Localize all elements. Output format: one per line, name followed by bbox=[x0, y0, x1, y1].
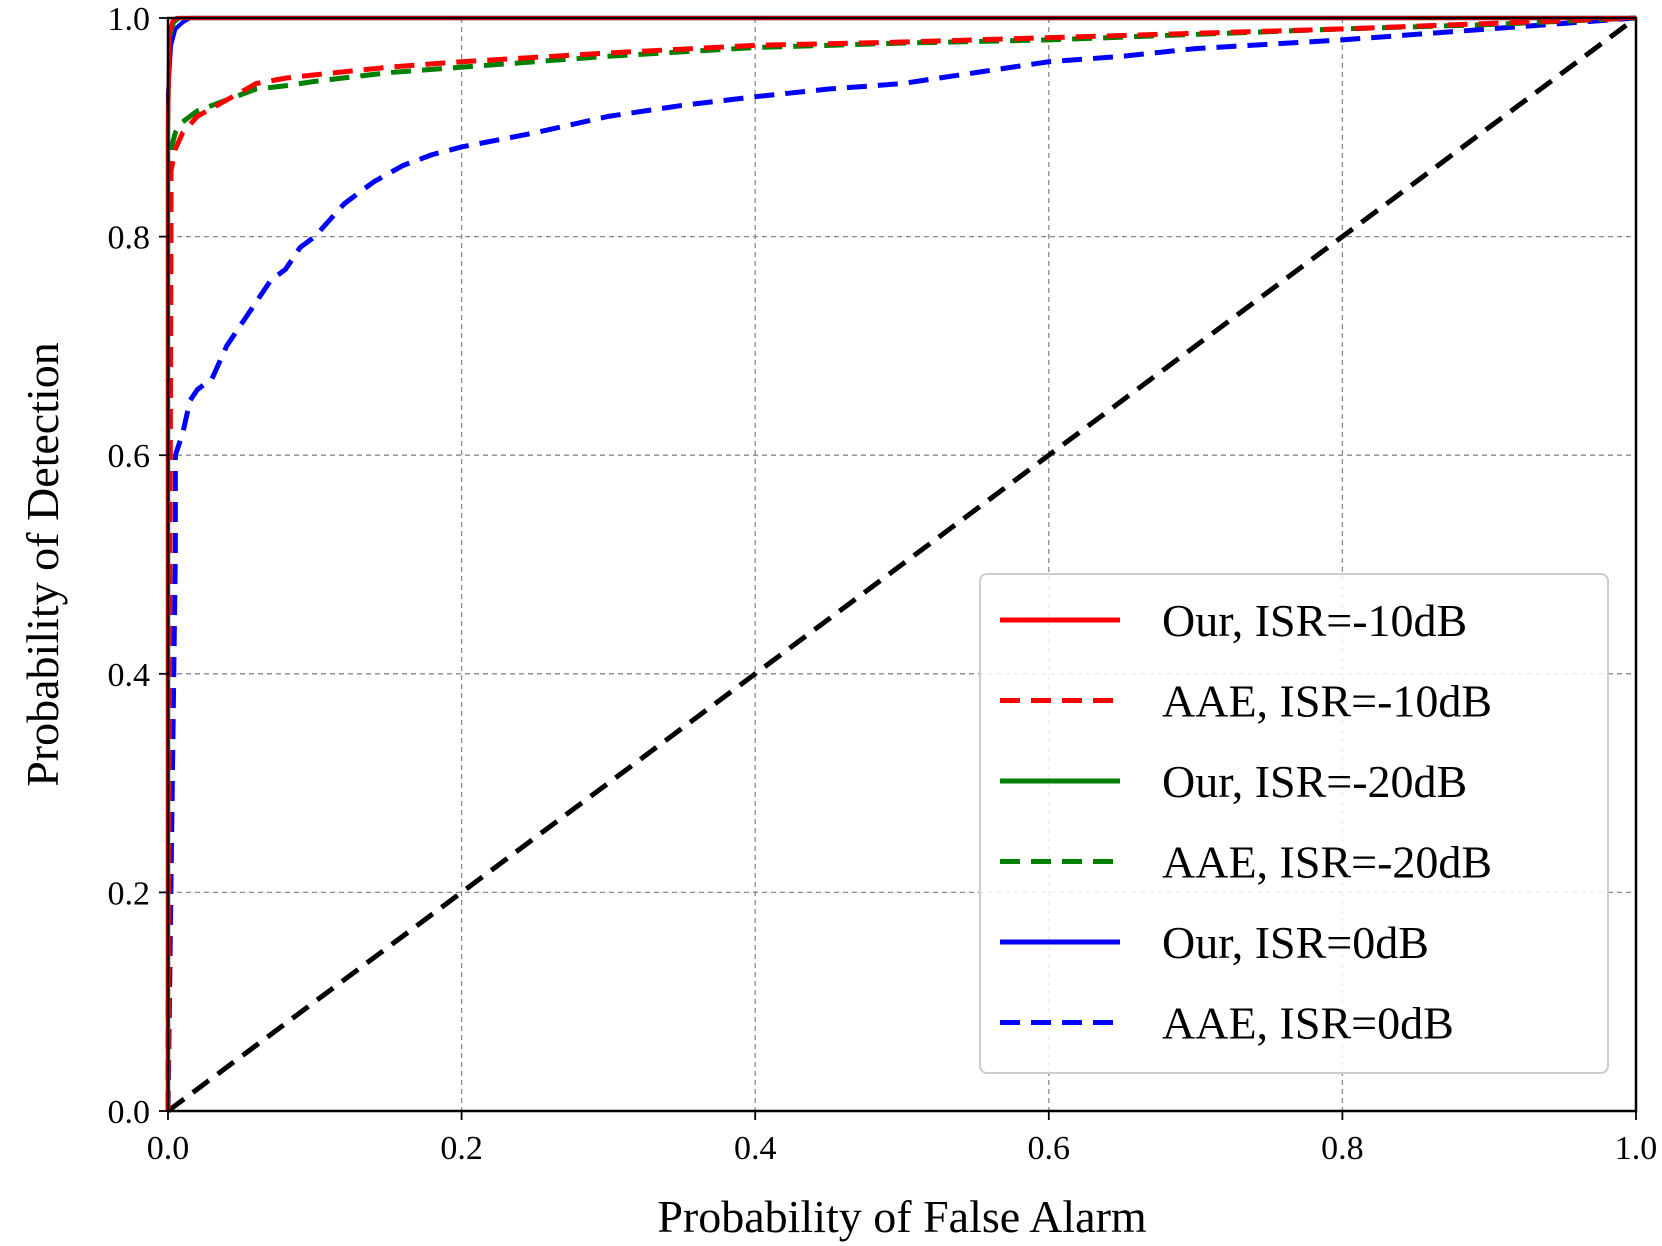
series-line-5 bbox=[165, 15, 1637, 1112]
x-tick-label: 1.0 bbox=[1615, 1130, 1658, 1167]
x-tick-label: 0.4 bbox=[734, 1130, 777, 1167]
y-tick-label: 1.0 bbox=[108, 1, 151, 38]
legend-box bbox=[979, 573, 1609, 1074]
y-tick-label: 0.4 bbox=[108, 657, 151, 694]
y-axis-label: Probability of Detection bbox=[17, 342, 68, 787]
tick-layer: 0.0 0.2 0.4 0.6 0.8 1.0 0.0 0.2 0.4 0.6 0.8 1.0 bbox=[108, 1, 1658, 1167]
legend-label: AAE, ISR=0dB bbox=[1162, 998, 1454, 1049]
legend-label: Our, ISR=0dB bbox=[1162, 917, 1429, 968]
legend-label: AAE, ISR=-20dB bbox=[1162, 837, 1492, 888]
legend-label: AAE, ISR=-10dB bbox=[1162, 676, 1492, 727]
y-tick-label: 0.6 bbox=[108, 438, 151, 475]
x-tick-label: 0.6 bbox=[1028, 1130, 1071, 1167]
x-tick-label: 0.0 bbox=[147, 1130, 190, 1167]
series-line-6 bbox=[166, 15, 1638, 1114]
x-tick-label: 0.2 bbox=[440, 1130, 483, 1167]
plot-frame bbox=[166, 16, 1638, 1113]
legend-label: Our, ISR=-10dB bbox=[1162, 595, 1467, 646]
series-line-1 bbox=[165, 15, 1637, 1112]
x-tick-label: 0.8 bbox=[1321, 1130, 1364, 1167]
y-tick-label: 0.8 bbox=[108, 220, 151, 257]
y-tick-label: 0.2 bbox=[108, 875, 151, 912]
y-tick-label: 0.0 bbox=[108, 1094, 151, 1131]
legend-label: Our, ISR=-20dB bbox=[1162, 756, 1467, 807]
legend: Our, ISR=-10dB AAE, ISR=-10dB Our, ISR=-20… bbox=[979, 573, 1609, 1074]
x-axis-label: Probability of False Alarm bbox=[657, 1191, 1147, 1242]
